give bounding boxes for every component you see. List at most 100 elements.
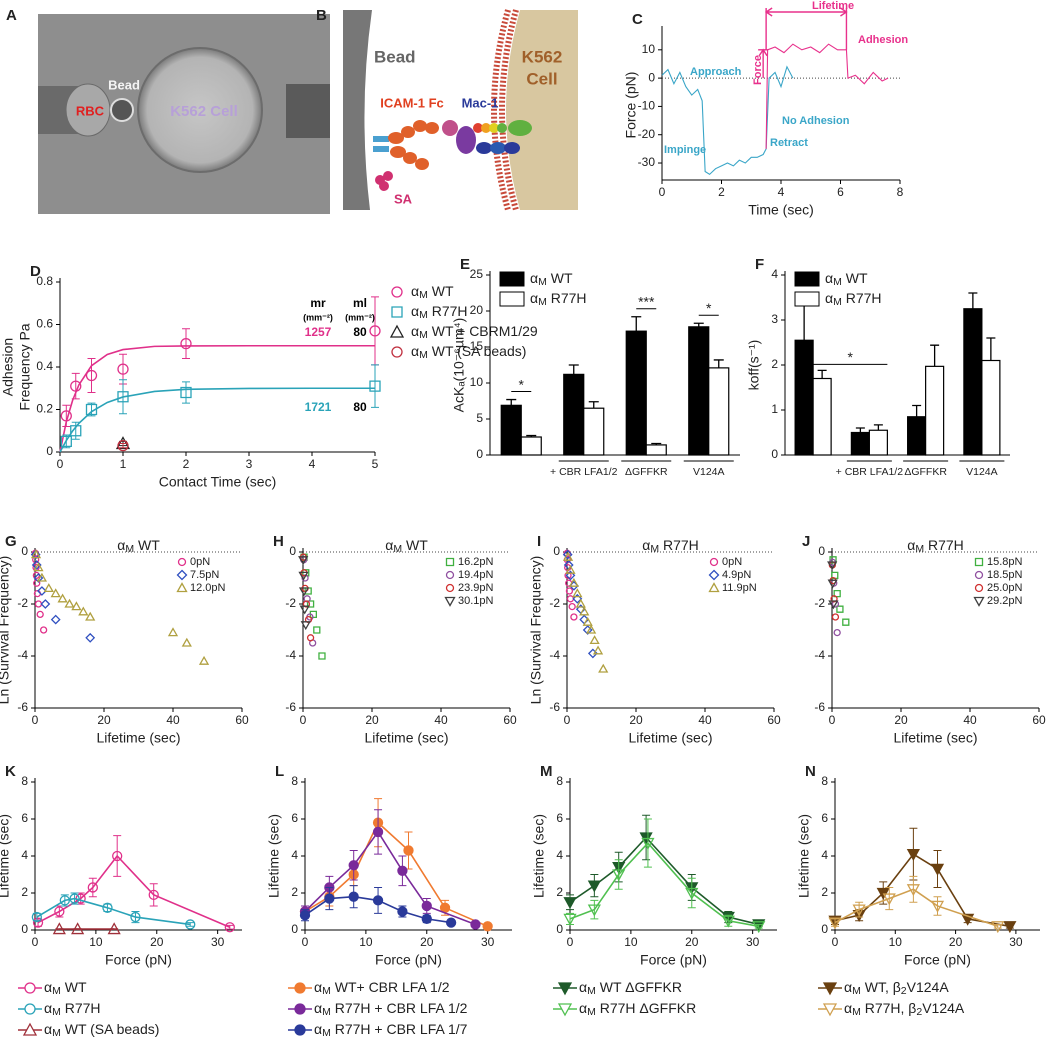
legend-swatch <box>499 271 525 287</box>
y-tick-label: 0 <box>46 444 53 458</box>
x-tick-label: 10 <box>89 935 103 949</box>
error-bar <box>873 424 883 431</box>
x-tick-label: 1 <box>120 457 127 471</box>
point <box>59 895 70 906</box>
x-tick-label: 20 <box>420 935 434 949</box>
x-tick-label: 20 <box>629 713 643 727</box>
legend-marker <box>22 1022 38 1036</box>
error-bar <box>614 859 623 890</box>
panel-letter: E <box>460 256 470 273</box>
y-tick-label: 0 <box>556 922 563 936</box>
bar <box>563 373 585 456</box>
annotation: No Adhesion <box>782 115 850 127</box>
legend-marker <box>24 982 36 994</box>
annotation: Retract <box>770 137 808 149</box>
error-bar <box>912 404 922 417</box>
panel-letter: A <box>6 7 17 24</box>
point <box>107 922 121 935</box>
y-tick-label: 0.2 <box>36 402 53 416</box>
error-bar <box>855 427 865 433</box>
legend-label: 19.4pN <box>458 569 494 581</box>
panel-letter: D <box>30 263 41 280</box>
legend-label: 30.1pN <box>458 595 494 607</box>
point <box>180 386 192 399</box>
panel-letter: J <box>802 533 810 550</box>
bead-surface <box>343 10 372 210</box>
point <box>40 599 51 609</box>
point <box>298 556 309 566</box>
legend-label: αM R77H ΔGFFKR <box>579 1000 696 1018</box>
legend-label: αM WT ΔGFFKR <box>579 979 682 997</box>
point <box>71 922 85 935</box>
point <box>224 922 235 933</box>
legend-marker <box>445 557 455 567</box>
point <box>306 600 315 608</box>
error-bar <box>87 402 96 417</box>
x-tick-label: ΔGFFKR <box>904 466 947 478</box>
point <box>906 884 920 897</box>
x-tick-label: 60 <box>235 713 249 727</box>
point <box>298 587 310 597</box>
y-tick-label: -10 <box>638 99 656 113</box>
error-bar <box>713 359 724 368</box>
legend-label: 15.8pN <box>987 556 1023 568</box>
point <box>445 917 457 928</box>
y-tick-label: 6 <box>556 811 563 825</box>
y-tick-label: 0 <box>771 447 778 461</box>
legend-marker <box>389 324 405 338</box>
x-tick-label: 40 <box>698 713 712 727</box>
point <box>421 913 432 925</box>
point <box>57 593 68 603</box>
point <box>185 919 196 930</box>
legend-label: αM R77H <box>44 1000 101 1018</box>
annotation: 80 <box>353 400 367 414</box>
error-bar <box>687 877 696 909</box>
point <box>570 613 578 621</box>
error-bar <box>643 818 652 868</box>
error-bar <box>87 358 96 393</box>
force-arrow <box>758 48 769 79</box>
error-bar <box>119 379 127 415</box>
bar <box>688 326 710 456</box>
point <box>298 571 309 581</box>
y-axis-label: Frequency Pa <box>17 323 33 410</box>
chart-title: αM R77H <box>642 537 699 555</box>
point <box>306 613 314 621</box>
point <box>482 921 493 932</box>
y-tick-label: 0.4 <box>36 359 53 373</box>
x-axis-label: Force (pN) <box>375 952 442 968</box>
point <box>372 895 384 906</box>
legend-marker <box>557 1003 573 1017</box>
legend-label: αM R77H <box>825 290 882 308</box>
point <box>36 610 44 618</box>
legend-marker <box>444 596 456 607</box>
error-bar <box>371 296 379 366</box>
y-tick-label: 0 <box>553 544 560 558</box>
y-axis-label: Ln (Survival Frequency) <box>528 556 544 705</box>
point <box>685 887 699 900</box>
error-bar <box>182 328 190 359</box>
point <box>313 626 321 634</box>
x-tick-label: 0 <box>302 935 309 949</box>
x-tick-label: 2 <box>183 457 190 471</box>
point <box>60 435 72 448</box>
point <box>85 611 96 621</box>
fit-curve <box>59 387 375 453</box>
y-tick-label: 25 <box>470 267 484 281</box>
x-tick-label: 10 <box>889 935 903 949</box>
annotation: 80 <box>353 325 367 339</box>
error-bar <box>60 894 69 907</box>
y-tick-label: 6 <box>291 811 298 825</box>
x-tick-label: 6 <box>837 185 844 199</box>
point <box>33 579 41 587</box>
legend-label: 16.2pN <box>458 556 494 568</box>
error-bar <box>968 292 978 309</box>
series-line <box>834 888 999 928</box>
error-bar <box>930 344 940 367</box>
point <box>36 586 47 596</box>
y-tick-label: -4 <box>17 648 28 662</box>
legend-label: αM R77H + CBR LFA 1/7 <box>314 1021 468 1039</box>
point <box>300 621 311 631</box>
x-tick-label: V124A <box>693 466 725 478</box>
error-bar <box>588 401 599 409</box>
